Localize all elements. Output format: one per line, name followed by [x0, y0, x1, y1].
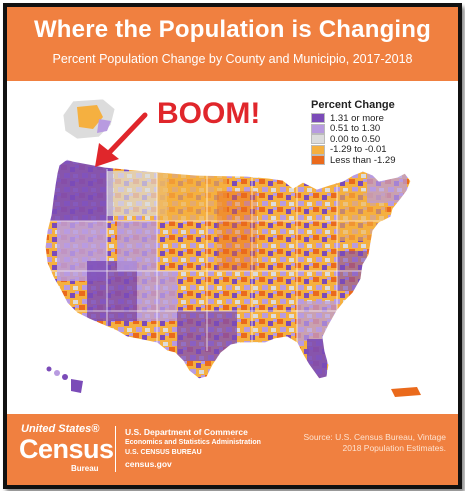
legend-swatch [311, 155, 325, 165]
alaska-inset [62, 98, 116, 140]
legend-label: 1.31 or more [330, 112, 384, 124]
source-line: 2018 Population Estimates. [342, 443, 446, 453]
map-area [7, 81, 458, 412]
hawaii-inset [46, 366, 83, 393]
header-banner: Where the Population is Changing Percent… [7, 7, 458, 81]
legend-swatch [311, 123, 325, 134]
census-logo-top: United States® [21, 423, 100, 435]
footer-banner: United States® Census Bureau U.S. Depart… [7, 414, 458, 485]
census-logo: Census [19, 434, 114, 464]
source-line: Source: U.S. Census Bureau, Vintage [303, 432, 446, 442]
infographic-frame: Where the Population is Changing Percent… [3, 3, 462, 489]
puerto-rico-inset [391, 387, 421, 397]
dept-line: U.S. Department of Commerce [125, 427, 248, 437]
legend-item: -1.29 to -0.01 [311, 144, 441, 155]
legend-item: 0.51 to 1.30 [311, 123, 441, 134]
legend-swatch [311, 144, 325, 155]
legend-swatch [311, 113, 325, 123]
legend-item: 0.00 to 0.50 [311, 133, 441, 145]
boom-arrow [95, 112, 148, 167]
page-subtitle: Percent Population Change by County and … [52, 52, 413, 66]
legend-item: 1.31 or more [311, 112, 441, 124]
legend-swatch [311, 134, 325, 144]
census-logo-bureau: Bureau [71, 464, 99, 473]
legend-item: Less than -1.29 [311, 154, 441, 166]
dept-line: Economics and Statistics Administration [125, 438, 261, 446]
department-info: U.S. Department of Commerce Economics an… [125, 427, 261, 469]
legend-label: Less than -1.29 [330, 154, 396, 166]
legend-label: 0.00 to 0.50 [330, 133, 381, 145]
state-boundaries [47, 169, 407, 351]
legend-label: 0.51 to 1.30 [330, 123, 381, 134]
legend-label: -1.29 to -0.01 [330, 144, 387, 155]
map-legend: Percent Change 1.31 or more 0.51 to 1.30… [311, 99, 441, 166]
boom-annotation: BOOM! [157, 97, 261, 130]
footer-divider [115, 426, 116, 472]
census-website-link[interactable]: census.gov [125, 458, 172, 469]
page-title: Where the Population is Changing [33, 16, 432, 43]
source-note: Source: U.S. Census Bureau, Vintage 2018… [296, 432, 446, 454]
dept-line: U.S. CENSUS BUREAU [125, 449, 202, 456]
us-county-map [44, 98, 421, 397]
legend-title: Percent Change [311, 99, 395, 111]
